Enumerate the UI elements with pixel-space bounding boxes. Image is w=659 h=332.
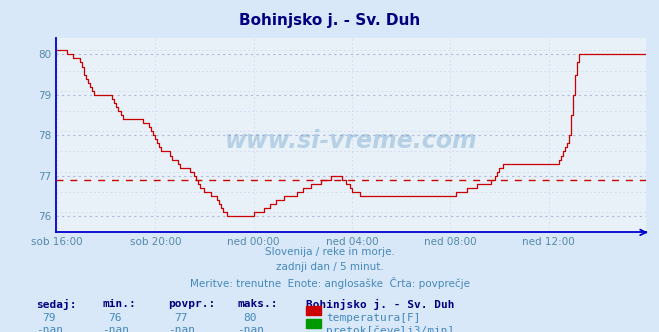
Text: maks.:: maks.: [237,299,277,309]
Text: 80: 80 [244,313,257,323]
Text: -nan: -nan [168,325,194,332]
Text: 79: 79 [43,313,56,323]
Text: temperatura[F]: temperatura[F] [326,313,420,323]
Text: povpr.:: povpr.: [168,299,215,309]
Text: 77: 77 [175,313,188,323]
Text: zadnji dan / 5 minut.: zadnji dan / 5 minut. [275,262,384,272]
Text: 76: 76 [109,313,122,323]
Text: pretok[čevelj3/min]: pretok[čevelj3/min] [326,325,455,332]
Text: -nan: -nan [102,325,129,332]
Text: Bohinjsko j. - Sv. Duh: Bohinjsko j. - Sv. Duh [239,13,420,28]
Text: min.:: min.: [102,299,136,309]
Text: sedaj:: sedaj: [36,299,76,310]
Text: -nan: -nan [36,325,63,332]
Text: www.si-vreme.com: www.si-vreme.com [225,129,477,153]
Text: Bohinjsko j. - Sv. Duh: Bohinjsko j. - Sv. Duh [306,299,455,310]
Text: Meritve: trenutne  Enote: anglosaške  Črta: povprečje: Meritve: trenutne Enote: anglosaške Črta… [190,277,469,289]
Text: -nan: -nan [237,325,264,332]
Text: Slovenija / reke in morje.: Slovenija / reke in morje. [264,247,395,257]
